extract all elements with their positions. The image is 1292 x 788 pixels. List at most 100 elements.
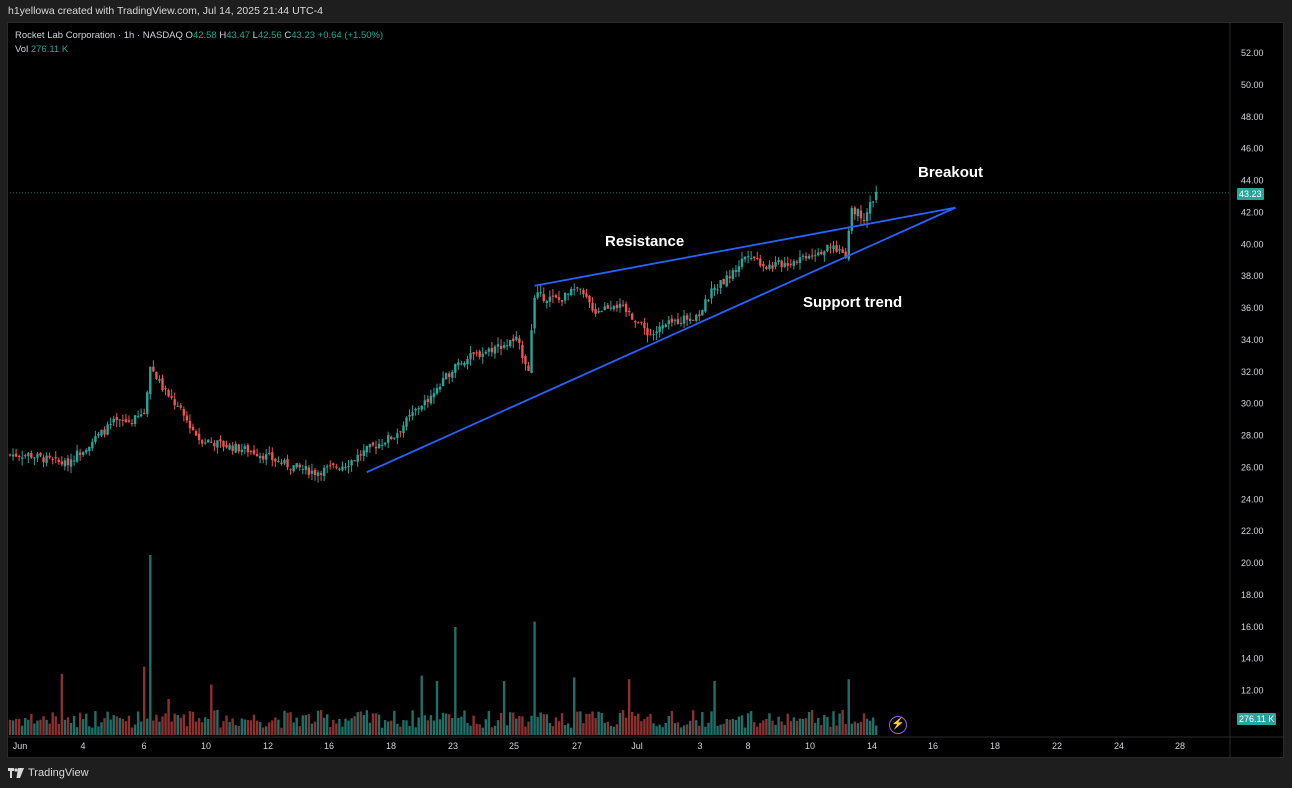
candle-body — [823, 251, 826, 256]
candle-body — [319, 473, 323, 475]
candle-body — [835, 245, 838, 252]
candle-body — [295, 463, 298, 468]
time-tick-label: 4 — [80, 741, 85, 751]
volume-bar — [722, 723, 725, 735]
volume-value: 276.11 K — [30, 44, 69, 55]
symbol-name[interactable]: Rocket Lab Corporation · 1h · NASDAQ — [15, 30, 183, 41]
resistance-annotation[interactable]: Resistance — [605, 233, 685, 250]
volume-bar — [176, 715, 179, 735]
volume-bar — [615, 724, 619, 735]
candle-body — [298, 464, 301, 468]
chart-frame[interactable] — [7, 22, 1284, 758]
candle-body — [402, 425, 405, 433]
volume-bar — [774, 724, 777, 735]
candle-body — [438, 386, 442, 390]
volume-bar — [743, 727, 747, 735]
volume-bar — [530, 715, 533, 735]
candle-body — [182, 409, 186, 416]
candle-body — [106, 424, 109, 435]
candle-body — [82, 451, 85, 455]
time-tick-label: 28 — [1175, 741, 1185, 751]
candle-body — [185, 415, 189, 421]
candle-body — [286, 459, 289, 468]
price-tick-label: 42.00 — [1241, 207, 1264, 217]
volume-bar — [505, 725, 509, 735]
volume-bar — [136, 711, 140, 735]
candle-body — [527, 365, 530, 372]
candle-body — [268, 452, 271, 454]
volume-bar — [414, 727, 417, 735]
last-price-badge: 43.23 — [1237, 188, 1264, 200]
candle-body — [194, 431, 198, 436]
candle-body — [570, 288, 573, 296]
volume-bar — [298, 726, 301, 735]
candle-body — [551, 295, 555, 297]
volume-bar — [594, 718, 597, 735]
volume-bar — [789, 721, 792, 735]
candle-body — [789, 263, 792, 265]
volume-bar — [402, 720, 405, 735]
volume-bar — [252, 714, 256, 735]
volume-bar — [859, 721, 863, 735]
volume-bar — [588, 713, 591, 735]
lightning-icon[interactable]: ⚡ — [889, 716, 907, 734]
time-tick-label: 18 — [386, 741, 396, 751]
candle-body — [466, 359, 469, 365]
close-value: 43.23 — [291, 30, 316, 41]
candle-body — [829, 246, 832, 248]
candle-body — [353, 460, 356, 462]
volume-bar — [731, 719, 735, 735]
volume-bar — [191, 711, 195, 735]
volume-bar — [463, 710, 466, 735]
candle-body — [579, 288, 582, 290]
candle-body — [301, 469, 304, 471]
volume-bar — [783, 724, 786, 735]
high-label: H — [219, 30, 227, 41]
volume-bar — [713, 681, 716, 735]
candle-body — [213, 443, 216, 447]
candle-body — [341, 466, 344, 471]
volume-bar — [844, 724, 847, 735]
candle-body — [753, 256, 756, 259]
candle-body — [502, 345, 506, 348]
candle-body — [167, 390, 170, 397]
candle-body — [200, 440, 204, 444]
candle-body — [17, 455, 21, 457]
support-annotation[interactable]: Support trend — [803, 294, 903, 311]
candle-body — [289, 468, 292, 470]
time-tick-label: 23 — [448, 741, 458, 751]
candle-body — [204, 442, 207, 444]
time-tick-label: 27 — [572, 741, 582, 751]
candle-body — [518, 338, 521, 343]
candle-body — [499, 345, 503, 349]
candle-body — [640, 321, 643, 323]
volume-bar — [341, 726, 344, 735]
candle-body — [63, 460, 67, 467]
candle-body — [8, 454, 12, 456]
candle-body — [618, 303, 622, 308]
candle-body — [374, 446, 378, 449]
volume-bar — [856, 723, 860, 735]
chart-legend: Rocket Lab Corporation · 1h · NASDAQ O42… — [15, 29, 383, 57]
volume-bar — [313, 721, 317, 735]
volume-bar — [332, 719, 335, 735]
volume-bar — [804, 718, 808, 735]
candle-body — [179, 405, 182, 408]
time-tick-label: 14 — [867, 741, 877, 751]
candle-body — [658, 326, 661, 333]
candle-body — [432, 393, 436, 398]
volume-bar — [322, 717, 326, 735]
volume-bar — [307, 714, 311, 735]
breakout-annotation[interactable]: Breakout — [918, 164, 984, 181]
candle-body — [505, 345, 509, 347]
candle-body — [454, 363, 457, 373]
volume-bar — [63, 719, 67, 735]
volume-bar — [444, 713, 448, 735]
tradingview-logo[interactable]: TradingView — [8, 767, 89, 779]
volume-bar — [396, 723, 399, 735]
volume-bar — [448, 714, 451, 735]
volume-bar — [356, 712, 359, 735]
time-tick-label: 6 — [141, 741, 146, 751]
volume-bar — [167, 699, 170, 735]
